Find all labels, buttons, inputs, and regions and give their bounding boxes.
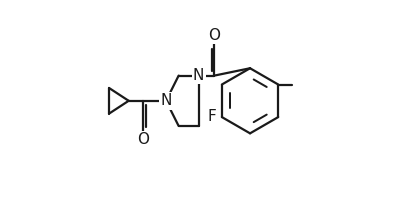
Text: N: N — [193, 68, 204, 83]
Text: O: O — [137, 132, 149, 147]
Text: N: N — [160, 93, 172, 108]
Text: O: O — [208, 28, 220, 43]
Text: F: F — [208, 109, 216, 123]
